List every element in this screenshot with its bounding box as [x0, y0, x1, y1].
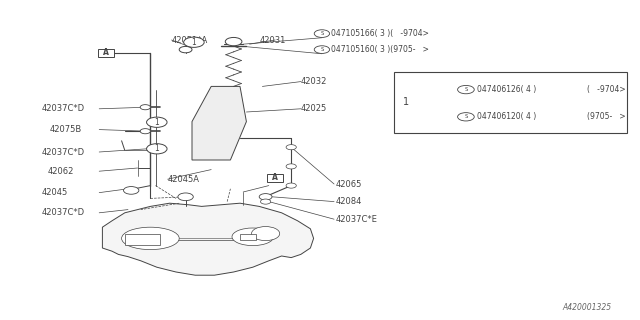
Text: 42037C*D: 42037C*D	[42, 104, 84, 113]
Circle shape	[140, 129, 150, 134]
Text: A: A	[102, 48, 109, 57]
Text: 42045: 42045	[42, 188, 68, 197]
Text: 42084: 42084	[336, 197, 362, 206]
Circle shape	[286, 183, 296, 188]
Text: 42031: 42031	[259, 36, 285, 44]
Text: 047105160( 3 )(9705-   >: 047105160( 3 )(9705- >	[331, 45, 429, 54]
Text: 42051*A: 42051*A	[172, 36, 208, 44]
Bar	[394, 72, 627, 133]
FancyBboxPatch shape	[125, 234, 160, 245]
Text: 047406120( 4 ): 047406120( 4 )	[477, 112, 536, 121]
Text: 1: 1	[191, 38, 196, 47]
Circle shape	[286, 164, 296, 169]
Text: (   -9704>: ( -9704>	[588, 85, 626, 94]
Circle shape	[260, 199, 271, 204]
FancyBboxPatch shape	[240, 234, 256, 240]
Polygon shape	[192, 86, 246, 160]
Circle shape	[140, 105, 150, 110]
Polygon shape	[102, 203, 314, 275]
Circle shape	[124, 187, 139, 194]
Circle shape	[458, 113, 474, 121]
FancyBboxPatch shape	[268, 173, 283, 182]
Circle shape	[147, 117, 167, 127]
Circle shape	[252, 227, 280, 241]
Circle shape	[178, 193, 193, 201]
Text: 42065: 42065	[336, 180, 362, 188]
FancyBboxPatch shape	[97, 49, 114, 57]
Text: 1: 1	[154, 144, 159, 153]
Text: 42062: 42062	[48, 167, 74, 176]
Text: A420001325: A420001325	[562, 303, 611, 312]
Text: S: S	[320, 47, 324, 52]
Text: 1: 1	[403, 97, 409, 108]
Text: 1: 1	[154, 118, 159, 127]
Text: A: A	[272, 173, 278, 182]
Text: 42032: 42032	[301, 77, 327, 86]
Text: 42037C*D: 42037C*D	[42, 148, 84, 156]
Text: 047105166( 3 )(   -9704>: 047105166( 3 )( -9704>	[331, 29, 429, 38]
Circle shape	[179, 46, 192, 53]
Circle shape	[314, 30, 330, 37]
Ellipse shape	[232, 228, 274, 246]
Circle shape	[225, 37, 242, 46]
Text: S: S	[464, 87, 468, 92]
Text: 42075B: 42075B	[50, 125, 82, 134]
Circle shape	[458, 85, 474, 94]
Text: S: S	[464, 114, 468, 119]
Circle shape	[314, 46, 330, 53]
Ellipse shape	[122, 227, 179, 250]
Text: 047406126( 4 ): 047406126( 4 )	[477, 85, 536, 94]
Text: S: S	[320, 31, 324, 36]
Text: 42037C*E: 42037C*E	[336, 215, 378, 224]
Circle shape	[147, 144, 167, 154]
Text: (9705-   >: (9705- >	[588, 112, 626, 121]
Circle shape	[286, 145, 296, 150]
Text: 42037C*D: 42037C*D	[42, 208, 84, 217]
Text: 42025: 42025	[301, 104, 327, 113]
Text: 42045A: 42045A	[168, 175, 200, 184]
Circle shape	[184, 37, 204, 47]
Circle shape	[259, 194, 272, 200]
